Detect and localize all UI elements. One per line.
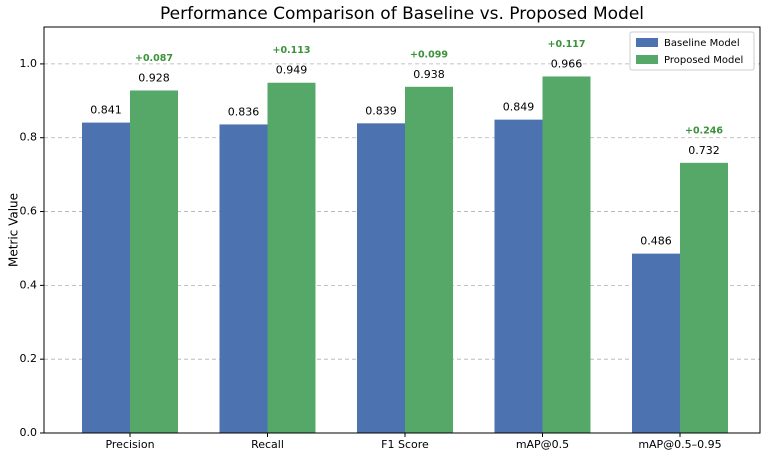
value-label: 0.732	[688, 144, 720, 157]
value-label: 0.486	[640, 235, 672, 248]
bar	[680, 162, 728, 434]
x-tick-label: mAP@0.5–0.95	[638, 438, 721, 451]
y-tick-label: 0.6	[20, 205, 38, 218]
value-label: 0.839	[365, 104, 397, 117]
value-label: 0.841	[90, 104, 122, 117]
improvement-label: +0.099	[410, 49, 448, 60]
x-tick-label: Precision	[105, 438, 154, 451]
x-tick-label: F1 Score	[381, 438, 429, 451]
legend-box	[629, 31, 755, 71]
improvement-label: +0.113	[272, 45, 310, 56]
bar	[267, 82, 316, 433]
y-axis-label: Metric Value	[7, 193, 21, 267]
value-label: 0.949	[276, 64, 308, 77]
y-tick-label: 0.0	[20, 426, 38, 439]
legend-swatch	[636, 55, 658, 64]
improvement-label: +0.246	[685, 125, 723, 136]
bar	[542, 76, 591, 433]
legend-swatch	[636, 38, 658, 47]
y-tick-label: 0.8	[20, 131, 38, 144]
plot-frame	[43, 26, 761, 434]
y-tick-label: 0.4	[20, 278, 38, 291]
improvement-label: +0.087	[135, 53, 173, 64]
bar	[219, 124, 268, 433]
chart-title: Performance Comparison of Baseline vs. P…	[160, 4, 644, 24]
bar	[632, 253, 680, 433]
legend-label: Proposed Model	[664, 55, 743, 66]
bar	[130, 90, 178, 433]
x-tick-label: Recall	[251, 438, 284, 451]
bar	[82, 122, 130, 433]
y-tick-label: 1.0	[20, 57, 38, 70]
improvement-label: +0.117	[547, 39, 585, 50]
value-label: 0.849	[503, 101, 535, 114]
bar	[405, 86, 453, 433]
bar	[494, 119, 543, 433]
legend: Baseline Model Proposed Model	[629, 31, 755, 71]
bar	[357, 123, 405, 433]
y-tick-label: 0.2	[20, 352, 38, 365]
legend-label: Baseline Model	[664, 38, 740, 49]
value-label: 0.966	[551, 57, 583, 70]
value-label: 0.836	[228, 105, 260, 118]
value-label: 0.928	[138, 71, 170, 84]
value-label: 0.938	[413, 68, 445, 81]
x-tick-label: mAP@0.5	[516, 438, 569, 451]
